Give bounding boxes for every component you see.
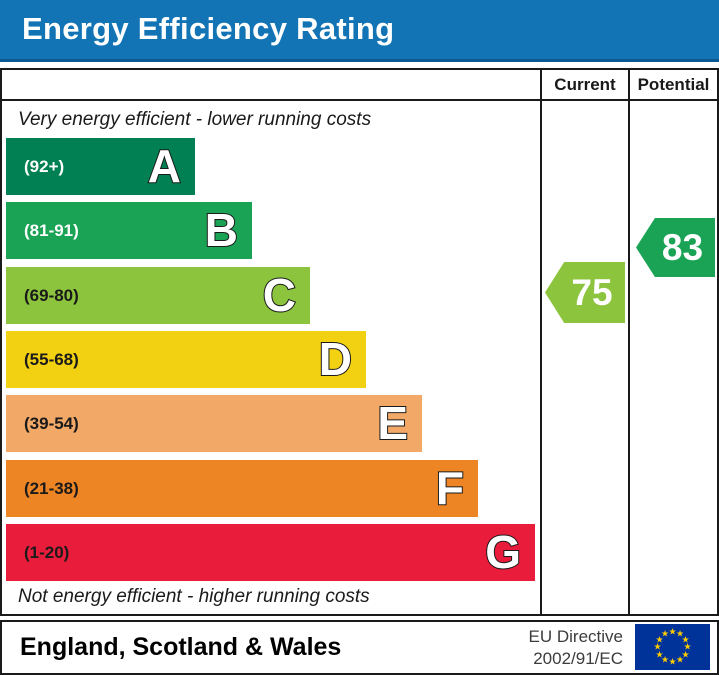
band-range-label: (21-38) (24, 478, 79, 498)
column-header-potential: Potential (637, 74, 710, 94)
top-caption: Very energy efficient - lower running co… (18, 109, 372, 130)
band-range-label: (92+) (24, 156, 65, 176)
eu-directive-label: EU Directive 2002/91/EC (529, 626, 623, 670)
band-letter: G (484, 525, 522, 579)
eu-star-icon (676, 656, 684, 665)
title-bar: Energy Efficiency Rating (0, 0, 719, 62)
eu-flag-icon (635, 624, 710, 670)
band-letter: A (147, 139, 182, 193)
band-row-b: (81-91) B (6, 202, 252, 259)
potential-rating-pointer: 83 (636, 218, 715, 277)
band-range-label: (1-20) (24, 542, 70, 562)
header-row-divider (2, 99, 717, 101)
bottom-caption: Not energy efficient - higher running co… (18, 586, 370, 607)
page-title: Energy Efficiency Rating (22, 11, 395, 46)
band-range-label: (81-91) (24, 220, 79, 240)
band-row-a: (92+) A (6, 138, 195, 195)
current-rating-pointer: 75 (545, 262, 625, 323)
band-letter: F (435, 461, 465, 515)
column-header-current: Current (554, 74, 616, 94)
band-row-c: (69-80) C (6, 267, 310, 324)
rating-table: Current Potential Very energy efficient … (0, 68, 719, 616)
band-row-f: (21-38) F (6, 460, 478, 517)
potential-column-divider (628, 70, 630, 614)
eu-directive-line2: 2002/91/EC (533, 648, 623, 668)
current-rating-value: 75 (571, 271, 613, 313)
band-letter: E (376, 396, 409, 450)
eu-star-icon (668, 658, 676, 667)
band-range-label: (55-68) (24, 349, 79, 369)
potential-rating-value: 83 (661, 226, 704, 268)
band-letter: B (204, 203, 239, 257)
band-row-d: (55-68) D (6, 331, 366, 388)
eu-star-icon (661, 630, 669, 639)
current-column-divider (540, 70, 542, 614)
band-letter: D (318, 332, 353, 386)
band-range-label: (69-80) (24, 285, 79, 305)
band-row-g: (1-20) G (6, 524, 535, 581)
band-letter: C (262, 268, 297, 322)
eu-directive-line1: EU Directive (528, 626, 623, 646)
band-range-label: (39-54) (24, 413, 79, 433)
band-row-e: (39-54) E (6, 395, 422, 452)
region-label: England, Scotland & Wales (20, 633, 342, 661)
footer: England, Scotland & Wales EU Directive 2… (0, 620, 719, 675)
